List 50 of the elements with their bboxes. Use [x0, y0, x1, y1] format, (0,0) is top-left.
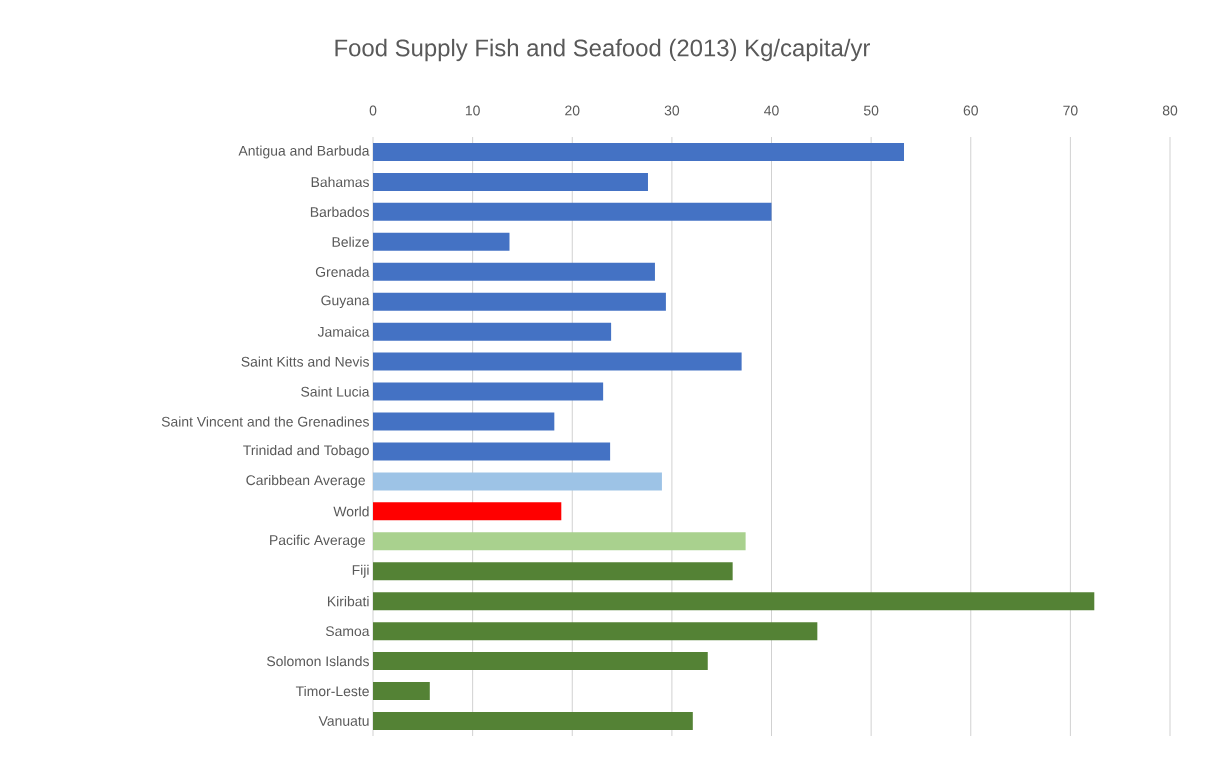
bar: [373, 262, 655, 281]
bar: [373, 712, 693, 731]
bar: [373, 292, 666, 311]
bar: [373, 442, 611, 461]
y-tick-label: Fiji: [352, 564, 369, 578]
y-tick-label: Jamaica: [317, 326, 370, 337]
y-tick-label: World: [333, 506, 369, 517]
y-tick-label: Caribbean Average: [246, 474, 365, 488]
y-tick-label: Saint Lucia: [301, 386, 370, 397]
y-tick-label: Trinidad and Tobago: [243, 444, 369, 458]
x-tick-label: 70: [1063, 105, 1078, 116]
bar: [373, 652, 708, 671]
x-tick-label: 60: [963, 105, 978, 116]
bar: [373, 232, 510, 251]
bar: [373, 142, 905, 161]
bar: [373, 322, 612, 341]
bar: [373, 172, 648, 191]
bar: [373, 352, 742, 371]
y-tick-label: Bahamas: [311, 176, 369, 188]
bar: [373, 382, 604, 401]
bar: [373, 592, 1095, 611]
bar: [373, 472, 662, 491]
x-tick-label: 50: [863, 105, 879, 116]
x-tick-label: 0: [369, 105, 377, 116]
y-tick-label: Vanuatu: [318, 716, 369, 726]
y-tick-label: Saint Vincent and the Grenadines: [161, 416, 369, 427]
y-tick-label: Pacific Average: [270, 534, 365, 548]
bar: [373, 532, 746, 551]
chart-title: Food Supply Fish and Seafood (2013) Kg/capita/yr: [335, 38, 870, 62]
x-tick-label: 80: [1162, 105, 1178, 116]
y-tick-label: Barbados: [310, 206, 369, 217]
x-tick-label: 40: [764, 105, 779, 116]
y-tick-label: Guyana: [321, 295, 370, 309]
y-tick-label: Saint Kitts and Nevis: [241, 356, 369, 367]
y-tick-label: Solomon Islands: [267, 655, 369, 667]
y-tick-label: Samoa: [325, 626, 370, 637]
x-tick-label: 10: [465, 105, 480, 116]
bar: [373, 622, 818, 641]
bar: [373, 502, 562, 521]
bar: [373, 562, 733, 581]
bar: [373, 412, 555, 431]
y-tick-label: Belize: [332, 236, 369, 247]
y-tick-label: Antigua and Barbuda: [238, 145, 370, 159]
bar: [373, 682, 430, 701]
y-tick-label: Grenada: [315, 266, 370, 277]
bar: [373, 202, 772, 221]
y-tick-label: Timor-Leste: [295, 685, 369, 697]
y-tick-label: Kiribati: [328, 596, 369, 607]
x-tick-label: 20: [565, 105, 580, 116]
x-tick-label: 30: [664, 105, 680, 116]
